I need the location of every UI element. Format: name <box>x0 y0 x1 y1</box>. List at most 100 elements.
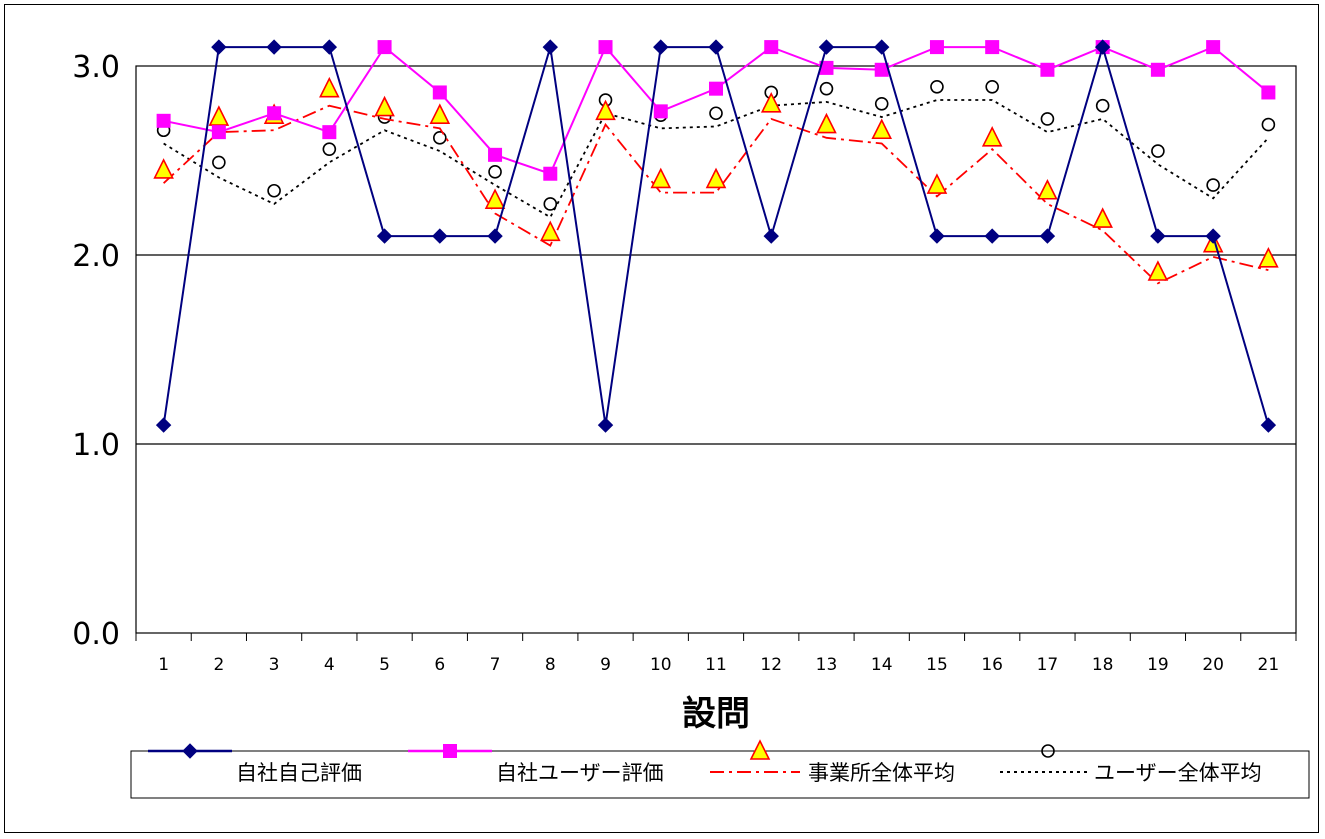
square-marker <box>598 40 613 55</box>
circle-marker <box>267 183 281 198</box>
circle-marker <box>709 106 723 121</box>
diamond-marker <box>155 417 172 433</box>
triangle-marker <box>926 173 948 194</box>
circle-marker <box>1095 98 1110 113</box>
triangle-marker <box>208 105 230 126</box>
triangle-marker <box>374 95 395 117</box>
legend-label: ユーザー全体平均 <box>1094 761 1262 785</box>
x-tick-label: 10 <box>650 655 672 675</box>
diamond-marker <box>874 39 890 55</box>
series-layer <box>153 39 1279 433</box>
x-tick-label: 20 <box>1202 655 1224 675</box>
diamond-marker <box>653 39 669 55</box>
square-marker <box>211 125 226 140</box>
square-marker <box>653 104 668 119</box>
series-1 <box>155 39 1277 433</box>
circle-marker <box>1041 744 1055 758</box>
circle-marker <box>874 97 889 111</box>
x-tick-label: 4 <box>324 655 335 675</box>
legend-item-2: 自社ユーザー評価 <box>408 744 664 785</box>
y-axis-ticks: 0.0 1.0 2.0 3.0 <box>72 50 120 652</box>
diamond-marker <box>1094 39 1111 55</box>
triangle-marker <box>1092 207 1113 228</box>
triangle-marker <box>319 76 340 98</box>
triangle-marker <box>1037 178 1058 200</box>
legend-label: 自社自己評価 <box>236 761 362 785</box>
diamond-marker <box>1205 228 1221 244</box>
x-tick-label: 6 <box>434 655 445 675</box>
diamond-marker <box>1260 417 1277 433</box>
x-tick-label: 8 <box>545 655 556 675</box>
triangle-marker <box>760 92 782 113</box>
square-marker <box>764 40 779 55</box>
triangle-marker <box>705 167 727 189</box>
triangle-marker <box>595 99 616 121</box>
x-tick-label: 17 <box>1037 655 1059 675</box>
circle-marker <box>819 81 834 96</box>
x-tick-label: 15 <box>926 655 948 675</box>
square-marker <box>377 40 392 55</box>
x-tick-label: 11 <box>705 655 727 675</box>
x-tick-label: 14 <box>871 655 893 675</box>
legend-label: 自社ユーザー評価 <box>496 761 664 785</box>
square-marker <box>432 85 447 100</box>
diamond-marker <box>266 39 282 55</box>
diamond-marker <box>321 39 338 55</box>
x-tick-label: 5 <box>379 655 390 675</box>
diamond-marker <box>376 228 393 244</box>
x-tick-label: 16 <box>981 655 1003 675</box>
triangle-marker <box>816 112 837 134</box>
x-tick-label: 18 <box>1092 655 1114 675</box>
circle-marker <box>1206 178 1220 192</box>
circle-marker <box>985 79 999 94</box>
diamond-marker <box>818 39 835 55</box>
x-tick-label: 7 <box>490 655 501 675</box>
x-tick-label: 9 <box>600 655 611 675</box>
square-marker <box>985 40 1000 55</box>
circle-marker <box>488 165 502 179</box>
diamond-marker <box>182 743 198 759</box>
legend-item-1: 自社自己評価 <box>148 743 362 785</box>
x-tick-label: 3 <box>269 655 280 675</box>
circle-marker <box>1151 144 1165 158</box>
diamond-marker <box>542 39 558 55</box>
circle-marker <box>930 79 944 94</box>
square-marker <box>1206 40 1221 55</box>
diamond-marker <box>597 417 614 433</box>
circle-marker <box>212 155 226 170</box>
circle-marker <box>433 131 447 145</box>
y-tick-label: 2.0 <box>72 239 120 274</box>
diamond-marker <box>487 228 503 244</box>
diamond-marker <box>929 228 945 244</box>
square-marker <box>488 147 503 162</box>
legend-box <box>130 750 1310 799</box>
diamond-marker <box>211 39 227 55</box>
square-marker <box>1261 85 1276 100</box>
triangle-marker <box>539 220 561 242</box>
triangle-marker <box>153 158 174 179</box>
x-tick-label: 12 <box>760 655 782 675</box>
triangle-marker <box>749 739 771 760</box>
diamond-marker <box>708 39 724 55</box>
square-marker <box>1040 62 1055 77</box>
x-tick-label: 2 <box>213 655 224 675</box>
diamond-marker <box>1039 228 1056 244</box>
diamond-marker <box>432 228 448 244</box>
legend-item-4: ユーザー全体平均 <box>1000 744 1262 785</box>
x-tick-label: 21 <box>1258 655 1280 675</box>
triangle-marker <box>650 167 672 189</box>
circle-marker <box>543 197 558 211</box>
x-tick-label: 13 <box>816 655 838 675</box>
square-marker <box>543 166 558 181</box>
legend-item-3: 事業所全体平均 <box>710 739 955 785</box>
y-tick-label: 0.0 <box>72 617 120 652</box>
square-marker <box>929 40 944 55</box>
legend-label: 事業所全体平均 <box>808 761 955 785</box>
square-marker <box>443 744 457 758</box>
triangle-marker <box>1147 260 1169 281</box>
y-tick-label: 1.0 <box>72 428 120 463</box>
triangle-marker <box>1258 246 1279 268</box>
circle-marker <box>1040 112 1055 126</box>
square-marker <box>709 81 723 96</box>
